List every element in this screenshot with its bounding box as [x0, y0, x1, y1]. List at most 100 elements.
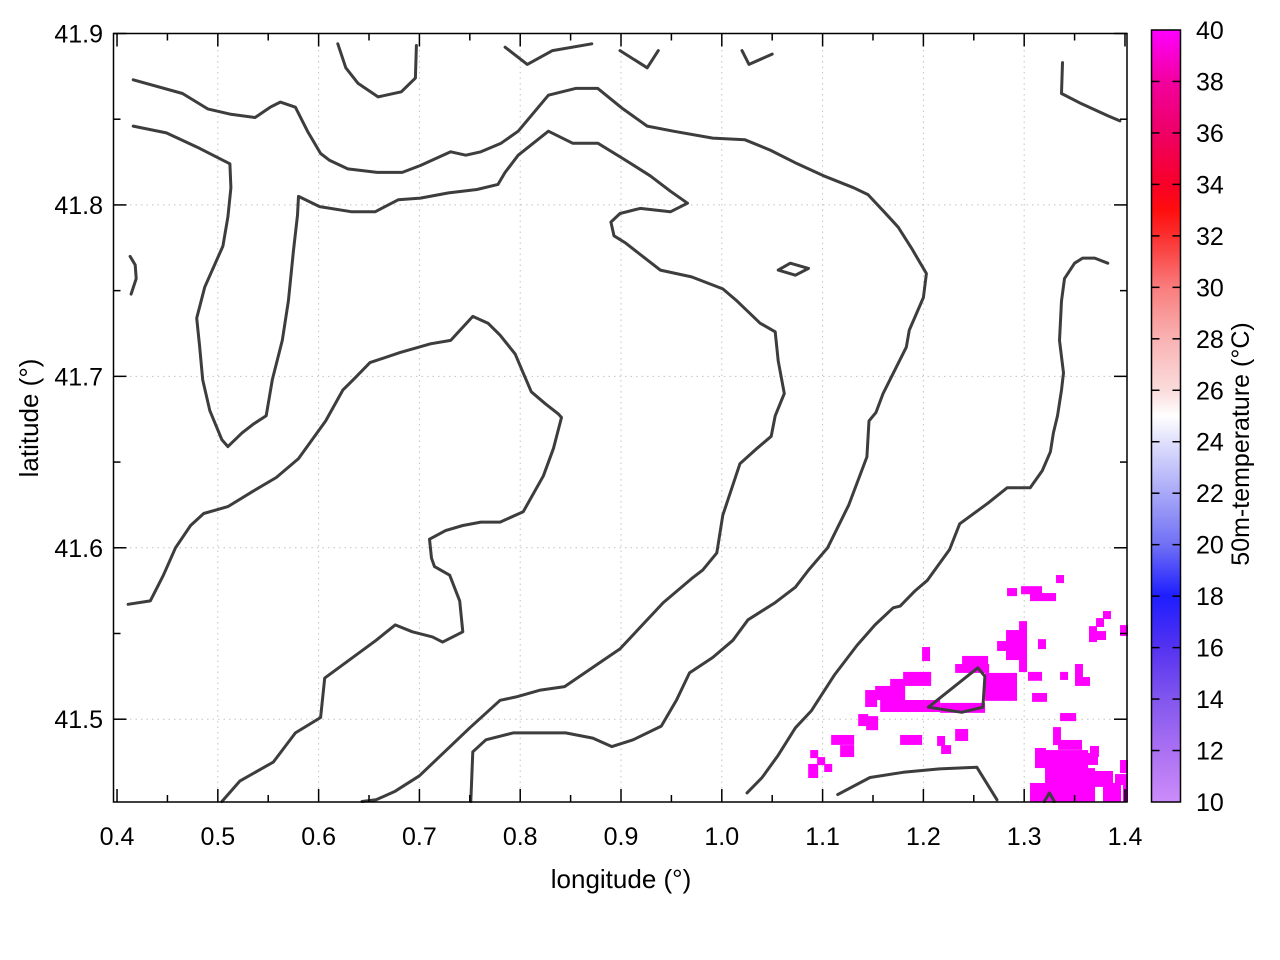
colorbar-tick-label: 32 — [1196, 223, 1224, 251]
y-axis-label: latitude (°) — [14, 359, 44, 478]
heatmap-cell — [880, 700, 941, 713]
heatmap-cell — [1060, 713, 1077, 722]
colorbar-label: 50m-temperature (°C) — [1227, 322, 1255, 565]
heatmap-cell — [890, 678, 905, 688]
contour-lines — [126, 42, 1122, 803]
heatmap-cell — [955, 728, 969, 741]
heatmap-cell — [955, 664, 990, 673]
heatmap-cell — [840, 745, 855, 758]
x-tick-label: 1.2 — [906, 823, 941, 851]
heatmap-cell — [1045, 750, 1089, 771]
heatmap-cell — [810, 750, 819, 759]
heatmap-cell — [1115, 774, 1129, 786]
colorbar-tick-label: 14 — [1196, 686, 1224, 714]
heatmap-cell — [1090, 745, 1099, 757]
heatmap-cell — [937, 736, 946, 746]
x-tick-label: 1.3 — [1007, 823, 1042, 851]
heatmap-cell — [1096, 618, 1105, 627]
heatmap-cell — [941, 745, 952, 755]
heatmap-cell — [1028, 671, 1043, 681]
contour-hotspot-loop — [926, 666, 987, 714]
heatmap-cell — [817, 757, 826, 766]
heatmap-cell — [1034, 748, 1046, 769]
contour-bottom-notch — [1042, 791, 1056, 803]
heatmap-cell — [1103, 611, 1111, 620]
contour-second — [131, 124, 786, 803]
heatmap-cell — [1096, 631, 1107, 641]
y-tick-label: 41.9 — [54, 21, 103, 49]
contour-inner-loop — [126, 314, 563, 803]
heatmap-cell — [962, 655, 989, 666]
heatmap-cell — [808, 763, 819, 779]
contour-small-diamond — [776, 261, 810, 277]
heatmap-cell — [1074, 664, 1083, 686]
heatmap-cell — [922, 647, 931, 662]
contour-outer — [131, 78, 928, 803]
colorbar-tick-label: 28 — [1196, 326, 1224, 354]
x-tick-label: 1.1 — [805, 823, 840, 851]
heatmap-cell — [1092, 770, 1113, 787]
colorbar-tick-label: 40 — [1196, 17, 1224, 45]
heatmap-cell — [875, 685, 906, 701]
heatmap-cell — [940, 702, 986, 713]
x-tick-label: 1.0 — [704, 823, 739, 851]
x-tick-label: 0.8 — [503, 823, 538, 851]
grid-lines — [113, 33, 1127, 802]
x-tick-label: 0.7 — [402, 823, 437, 851]
heatmap-cell — [1120, 760, 1129, 774]
heatmap-cell — [997, 641, 1008, 651]
tick-labels: 0.4 0.5 0.6 0.7 0.8 0.9 1.0 1.1 1.2 1.3 1.4 41.5 41.… — [54, 21, 1142, 852]
heatmap-cell — [1058, 739, 1083, 750]
heatmap-cell — [865, 690, 878, 708]
heatmap-cell — [1021, 586, 1043, 595]
heatmap-cell — [1032, 692, 1048, 702]
heatmap-cell — [1120, 625, 1129, 637]
heatmap-cells — [808, 575, 1129, 802]
heatmap-cell — [1053, 727, 1061, 746]
colorbar-tick-label: 20 — [1196, 532, 1224, 560]
colorbar-gradient — [1150, 29, 1182, 803]
colorbar-tick-label: 30 — [1196, 274, 1224, 302]
contour-top-zigzag-3 — [740, 49, 774, 66]
heatmap-cell — [1037, 639, 1046, 650]
heatmap-cell — [903, 671, 932, 686]
x-tick-label: 0.9 — [604, 823, 639, 851]
contour-top-zigzag-1 — [503, 42, 594, 66]
contour-top-u — [336, 42, 418, 99]
plot-border — [112, 32, 1128, 803]
colorbar-tick-label: 10 — [1196, 789, 1224, 817]
heatmap-cell — [866, 716, 879, 731]
y-tick-label: 41.8 — [54, 192, 103, 220]
contour-topright-hook — [1060, 61, 1122, 123]
y-tick-label: 41.7 — [54, 363, 103, 391]
heatmap-cell — [1082, 677, 1091, 686]
colorbar-tick-label: 34 — [1196, 171, 1224, 199]
heatmap-cell — [1056, 575, 1065, 584]
heatmap-cell — [824, 763, 833, 773]
colorbar-tick-label: 12 — [1196, 738, 1224, 766]
contour-top-zigzag-2 — [618, 49, 660, 70]
y-tick-label: 41.5 — [54, 706, 103, 734]
y-tick-label: 41.6 — [54, 535, 103, 563]
heatmap-cell — [858, 714, 869, 727]
contour-bottom-bump — [836, 765, 999, 802]
colorbar-tick-label: 36 — [1196, 120, 1224, 148]
contour-left-arc — [128, 254, 138, 296]
heatmap-cell — [1086, 752, 1098, 765]
heatmap-cell — [1030, 593, 1057, 602]
colorbar-tick-label: 16 — [1196, 635, 1224, 663]
colorbar-tick-label: 24 — [1196, 429, 1224, 457]
x-tick-label: 0.6 — [301, 823, 336, 851]
heatmap-cell — [1103, 782, 1122, 802]
heatmap-cell — [1060, 671, 1069, 680]
colorbar-tick-label: 26 — [1196, 377, 1224, 405]
colorbar-tick-label: 22 — [1196, 480, 1224, 508]
heatmap-cell — [900, 734, 923, 745]
colorbar-tick-label: 18 — [1196, 583, 1224, 611]
heatmap-cell — [1019, 621, 1028, 673]
heatmap-cell — [831, 734, 855, 745]
x-tick-label: 0.4 — [100, 823, 135, 851]
colorbar: 10 12 14 16 18 20 22 24 26 28 30 32 34 36 38 40 — [1150, 17, 1224, 817]
